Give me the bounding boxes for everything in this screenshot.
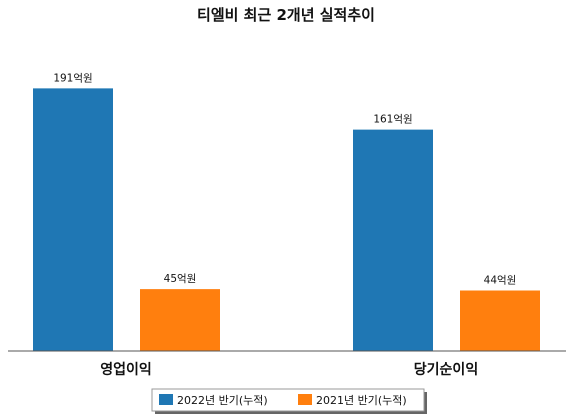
- bars-group: 191억원 45억원 161억원 44억원: [33, 72, 540, 351]
- data-label-net-income-2022: 161억원: [373, 114, 412, 126]
- legend: 2022년 반기(누적) 2021년 반기(누적): [151, 388, 427, 414]
- legend-swatch-2022: [159, 394, 173, 405]
- bar-net-income-2021: [460, 290, 540, 351]
- bar-operating-profit-2022: [33, 88, 113, 351]
- legend-swatch-2021: [298, 394, 312, 405]
- legend-label-2021: 2021년 반기(누적): [316, 394, 407, 407]
- category-labels: 영업이익 당기순이익: [100, 361, 478, 378]
- chart-title: 티엘비 최근 2개년 실적추이: [197, 6, 375, 24]
- bar-net-income-2022: [353, 129, 433, 351]
- legend-box: [151, 388, 425, 412]
- data-label-operating-profit-2022: 191억원: [53, 72, 92, 84]
- legend-label-2022: 2022년 반기(누적): [177, 394, 268, 407]
- data-label-net-income-2021: 44억원: [484, 275, 517, 287]
- bar-operating-profit-2021: [140, 289, 220, 351]
- category-label-operating-profit: 영업이익: [100, 361, 152, 378]
- data-label-operating-profit-2021: 45억원: [164, 273, 197, 285]
- category-label-net-income: 당기순이익: [414, 361, 478, 378]
